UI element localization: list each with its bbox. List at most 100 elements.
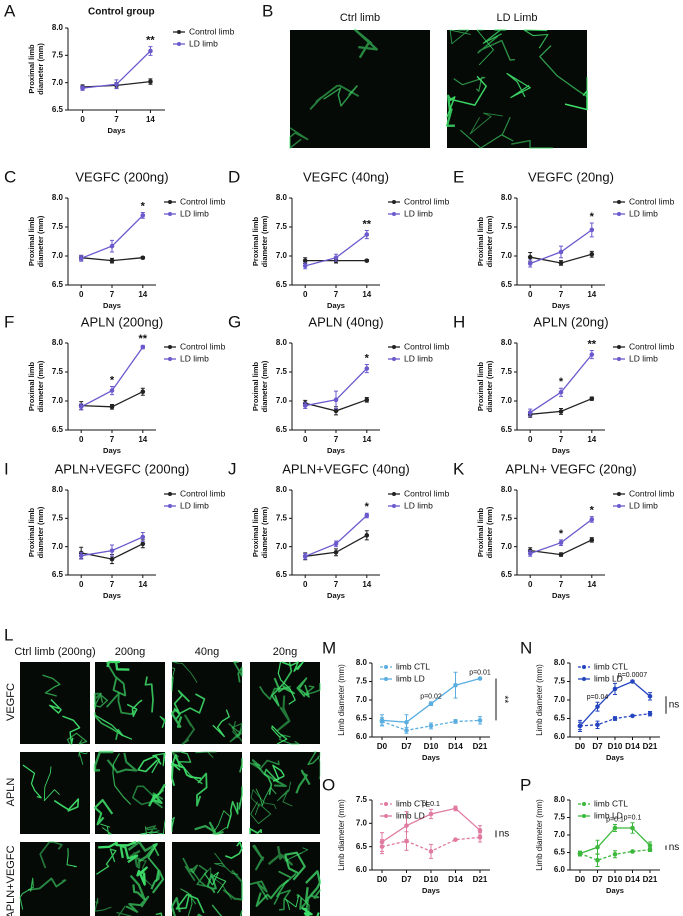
data-point (333, 541, 339, 547)
legend-marker (392, 200, 396, 204)
significance: ** (146, 34, 155, 46)
vessel (273, 677, 295, 695)
data-point (428, 701, 434, 706)
data-point (109, 556, 115, 562)
data-point (114, 82, 119, 87)
x-tick-label: 7 (334, 435, 339, 444)
x-tick-label: D14 (625, 742, 640, 751)
data-point (558, 390, 564, 395)
y-axis-label: diameter (mm) (260, 215, 269, 267)
y-axis-label: Proximal limb (251, 507, 260, 557)
x-axis-label: Days (327, 301, 345, 310)
x-tick-label: 14 (138, 580, 147, 589)
data-point (140, 255, 146, 261)
x-tick-label: D10 (424, 875, 439, 884)
data-point (558, 260, 564, 266)
side-label: ** (498, 696, 509, 704)
data-point (302, 554, 308, 559)
y-tick-label: 6.5 (276, 425, 288, 434)
data-point (558, 409, 564, 414)
side-label: ns (669, 842, 680, 853)
legend-marker (582, 814, 586, 818)
legend-label: Control limb (189, 26, 235, 36)
data-point (78, 553, 84, 559)
y-tick-label: 6.5 (52, 280, 64, 289)
y-tick-label: 7.0 (276, 542, 288, 551)
y-tick-label: 8.0 (501, 193, 513, 202)
vessel (276, 695, 291, 732)
y-tick-label: 7.5 (554, 677, 566, 686)
data-point (558, 540, 564, 545)
vessel (93, 798, 114, 826)
vessel (284, 847, 309, 862)
x-axis-label: Days (422, 886, 440, 895)
vessel (171, 667, 176, 692)
x-tick-label: 14 (587, 290, 596, 299)
vessel (119, 844, 139, 864)
legend-label: limb LD (594, 810, 623, 820)
data-point (647, 711, 653, 716)
vessel (309, 84, 360, 111)
chart-title: APLN+ VEGFC (20ng) (505, 461, 636, 476)
chart-title: VEGFC (200ng) (75, 169, 168, 184)
vessel (225, 841, 243, 859)
data-point (364, 513, 370, 518)
y-tick-label: 6.0 (554, 865, 566, 874)
panel-letter: P (520, 775, 531, 794)
significance: ** (588, 338, 597, 350)
vessel (231, 720, 243, 742)
data-point (428, 849, 434, 854)
y-axis-label: Limb diameter (mm) (337, 664, 346, 736)
y-axis-label: Proximal limb (251, 216, 260, 266)
x-tick-label: 0 (528, 580, 533, 589)
x-tick-label: D21 (473, 742, 488, 751)
significance: ** (363, 218, 372, 230)
vessel (307, 751, 320, 766)
legend-marker (617, 212, 621, 216)
x-tick-label: 7 (110, 580, 115, 589)
vessel (460, 116, 514, 149)
x-tick-label: 14 (138, 435, 147, 444)
p-value: p=0.1 (422, 801, 440, 808)
y-tick-label: 6.5 (501, 570, 513, 579)
x-tick-label: 0 (303, 580, 308, 589)
vessel (296, 677, 310, 698)
y-tick-label: 7.5 (554, 813, 566, 822)
y-axis-label: diameter (mm) (485, 215, 494, 267)
y-tick-label: 7.5 (501, 513, 513, 522)
y-axis-label: Proximal limb (27, 361, 36, 411)
y-tick-label: 8.0 (276, 338, 288, 347)
chart-title: Control group (88, 7, 155, 18)
vessel (96, 848, 117, 875)
legend-label: LD limb (629, 208, 658, 218)
vessel (295, 769, 311, 794)
y-tick-label: 7.5 (52, 222, 64, 231)
data-point (428, 811, 434, 817)
vessel (289, 127, 309, 149)
p-value: p=0.04 (587, 694, 609, 701)
y-axis-label: diameter (mm) (36, 215, 45, 267)
y-tick-label: 7.5 (52, 50, 64, 59)
data-point (630, 713, 635, 719)
vessel (105, 661, 127, 697)
data-point (140, 213, 146, 218)
vessel (204, 867, 233, 900)
vessel (255, 879, 289, 907)
legend-label: limb LD (396, 673, 425, 683)
y-tick-label: 8.0 (52, 338, 64, 347)
data-point (477, 676, 483, 681)
x-axis-label: Days (327, 591, 345, 600)
legend-marker (617, 504, 621, 508)
data-point (333, 255, 339, 261)
y-axis-label: diameter (mm) (485, 506, 494, 558)
vessel (250, 789, 277, 810)
data-point (364, 232, 370, 237)
data-point (140, 541, 146, 547)
y-axis-label: Proximal limb (476, 216, 485, 266)
vessel (49, 699, 62, 714)
vessel (272, 764, 285, 782)
vessel (155, 912, 163, 916)
vessel (172, 661, 198, 683)
y-tick-label: 7.0 (554, 830, 566, 839)
